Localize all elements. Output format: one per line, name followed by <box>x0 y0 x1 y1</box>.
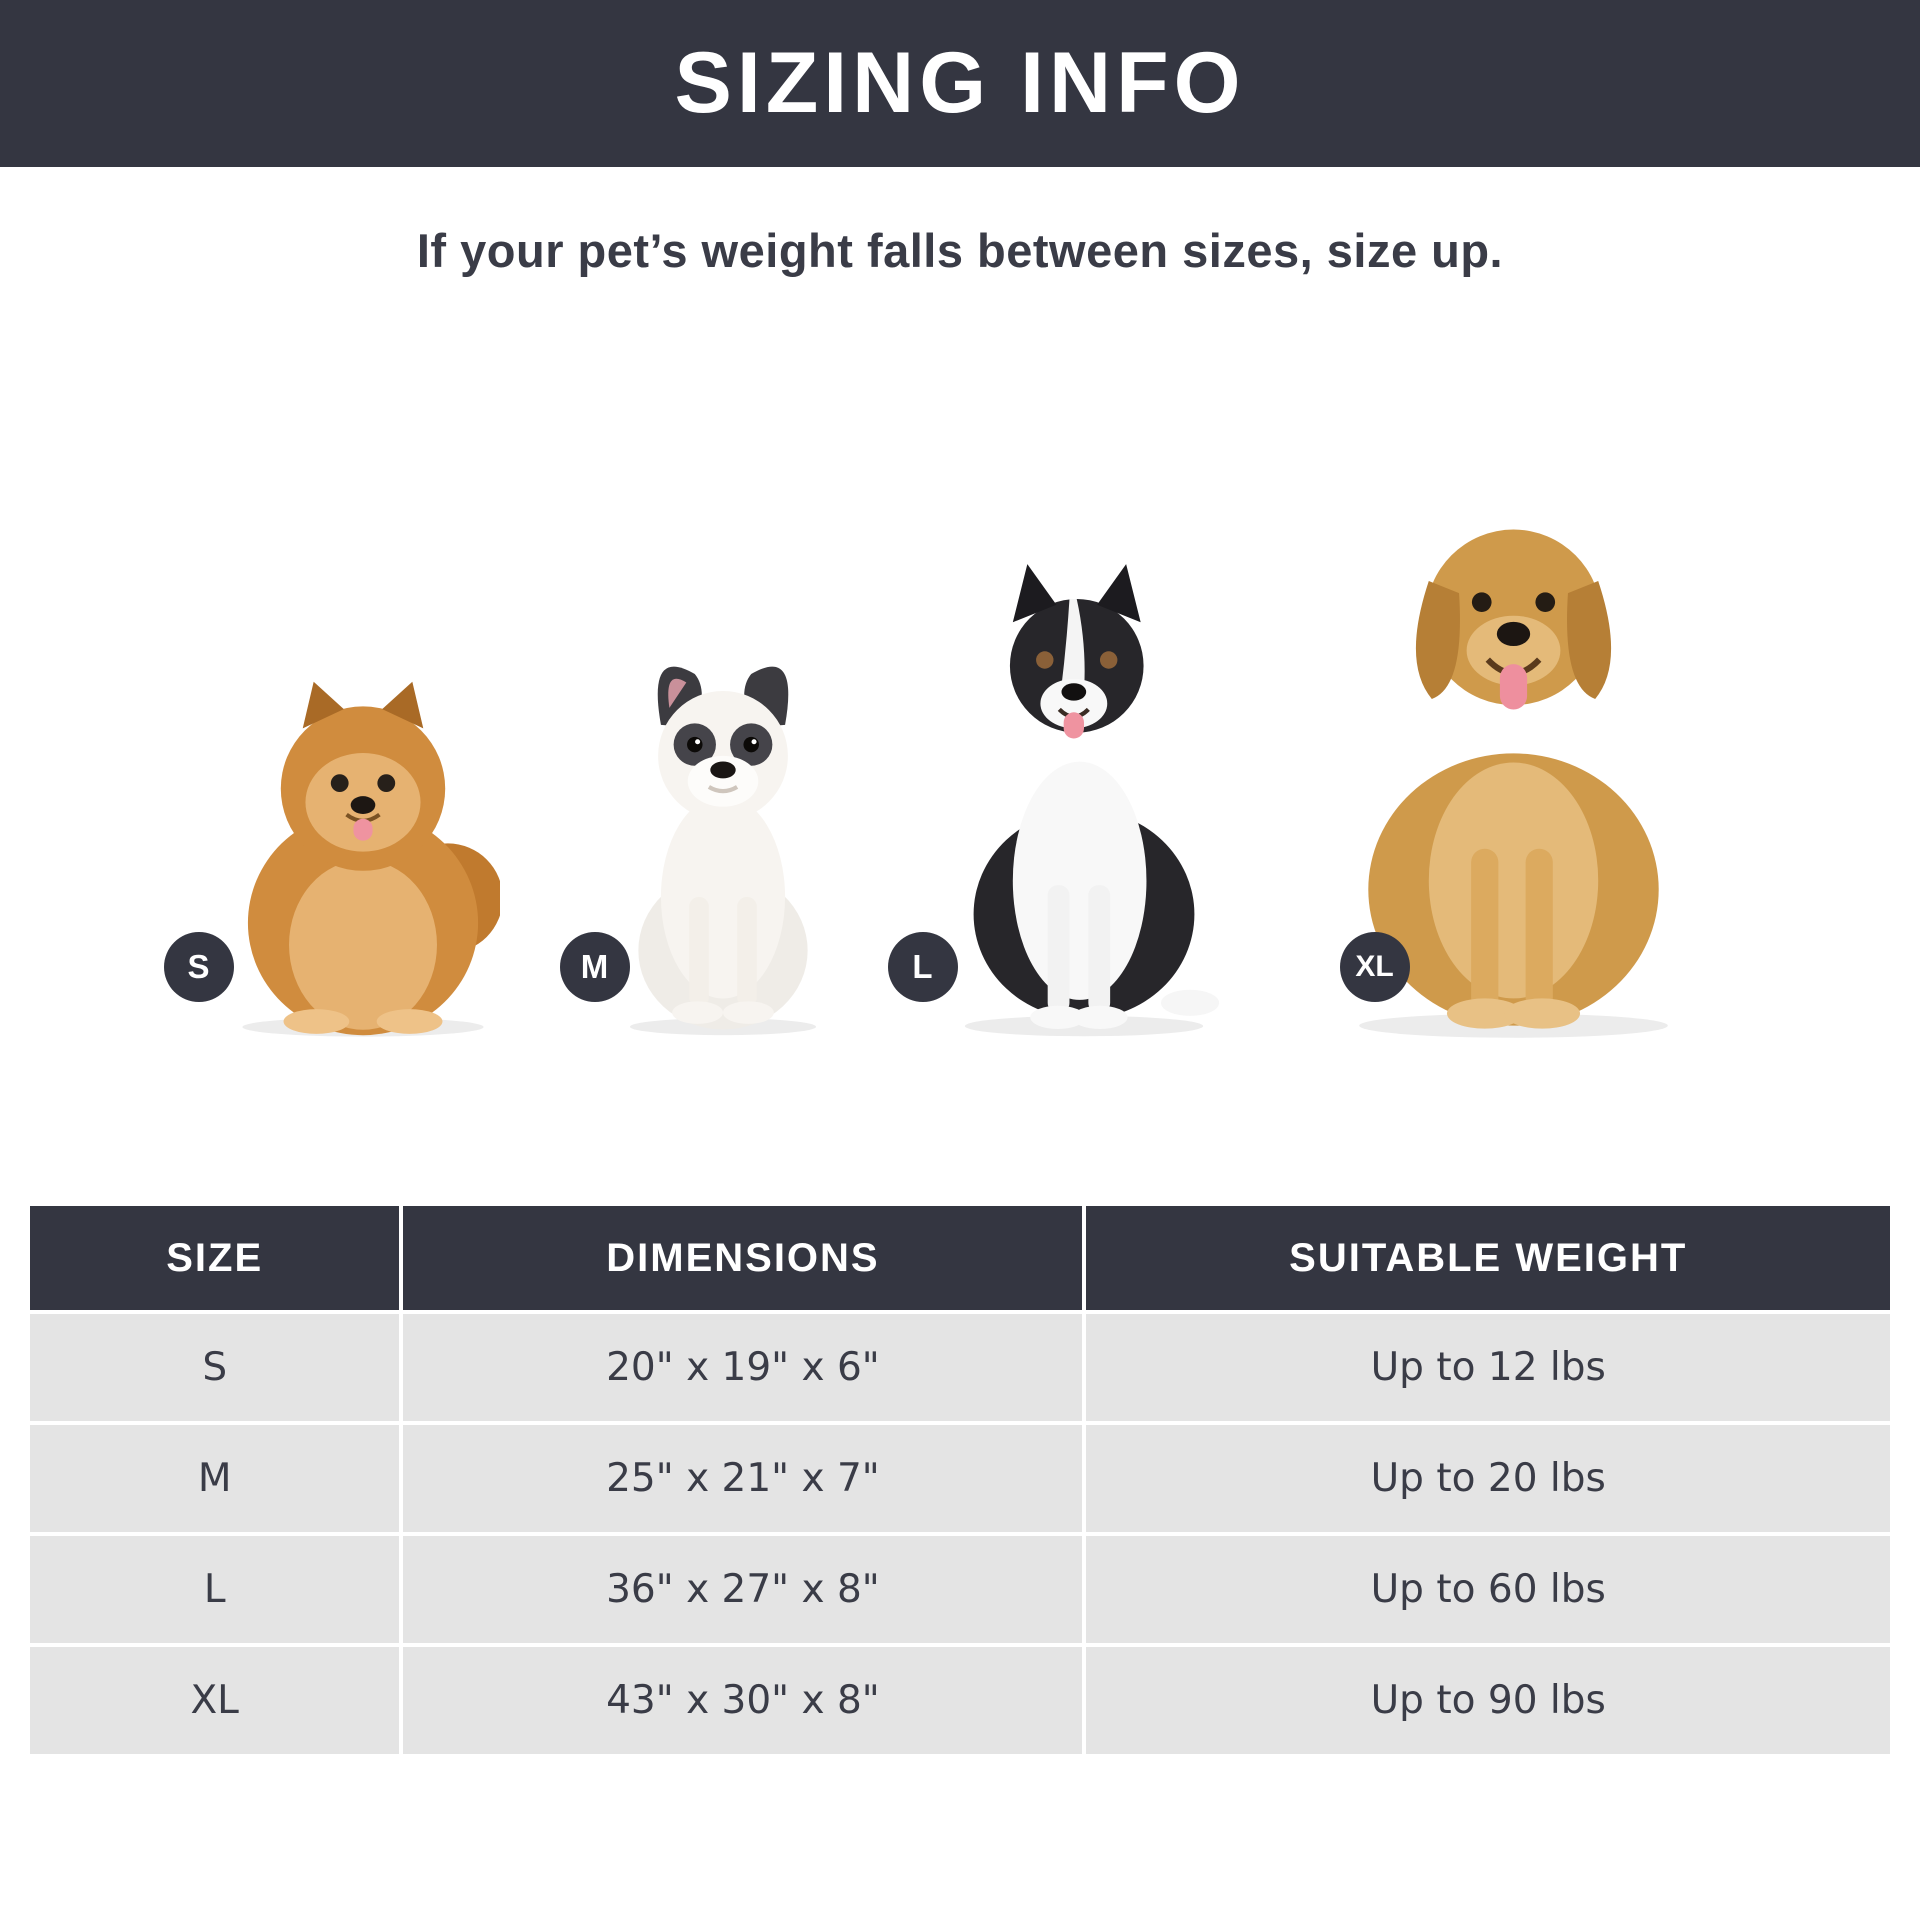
table-cell-dimensions-xl: 43" x 30" x 8" <box>403 1647 1083 1754</box>
table-header-size: SIZE <box>30 1206 400 1310</box>
sizing-table: SIZE DIMENSIONS SUITABLE WEIGHT S 20" x … <box>30 1206 1890 1754</box>
table-cell-dimensions-s: 20" x 19" x 6" <box>403 1314 1083 1421</box>
golden-retriever-dog-icon <box>1358 529 1668 1038</box>
pomeranian-dog-icon <box>241 681 500 1037</box>
subtitle: If your pet’s weight falls between sizes… <box>416 224 1504 277</box>
border-collie-dog-icon <box>964 564 1219 1037</box>
size-badge-l: L <box>887 932 958 1002</box>
table-cell-size-xl: XL <box>30 1647 400 1754</box>
page-title: SIZING INFO <box>674 35 1246 131</box>
dog-size-lineup: S M <box>0 493 1920 1038</box>
table-cell-weight-l: Up to 60 lbs <box>1086 1536 1890 1643</box>
table-header-dimensions: DIMENSIONS <box>403 1206 1083 1310</box>
table-cell-weight-xl: Up to 90 lbs <box>1086 1647 1890 1754</box>
table-cell-weight-s: Up to 12 lbs <box>1086 1314 1890 1421</box>
size-badge-s: S <box>163 932 234 1002</box>
header-bar: SIZING INFO <box>0 0 1920 167</box>
size-badge-m: M <box>559 932 630 1002</box>
dog-figure-small: S <box>163 668 500 1038</box>
dog-figure-medium: M <box>559 643 836 1038</box>
table-cell-dimensions-m: 25" x 21" x 7" <box>403 1425 1083 1532</box>
table-cell-size-s: S <box>30 1314 400 1421</box>
table-cell-dimensions-l: 36" x 27" x 8" <box>403 1536 1083 1643</box>
table-cell-size-m: M <box>30 1425 400 1532</box>
french-bulldog-dog-icon <box>629 666 816 1036</box>
size-badge-xl: XL <box>1339 932 1410 1002</box>
dog-figure-large: L <box>887 558 1222 1038</box>
dog-figure-xlarge: XL <box>1332 493 1695 1038</box>
table-header-suitable-weight: SUITABLE WEIGHT <box>1086 1206 1890 1310</box>
table-cell-weight-m: Up to 20 lbs <box>1086 1425 1890 1532</box>
table-cell-size-l: L <box>30 1536 400 1643</box>
